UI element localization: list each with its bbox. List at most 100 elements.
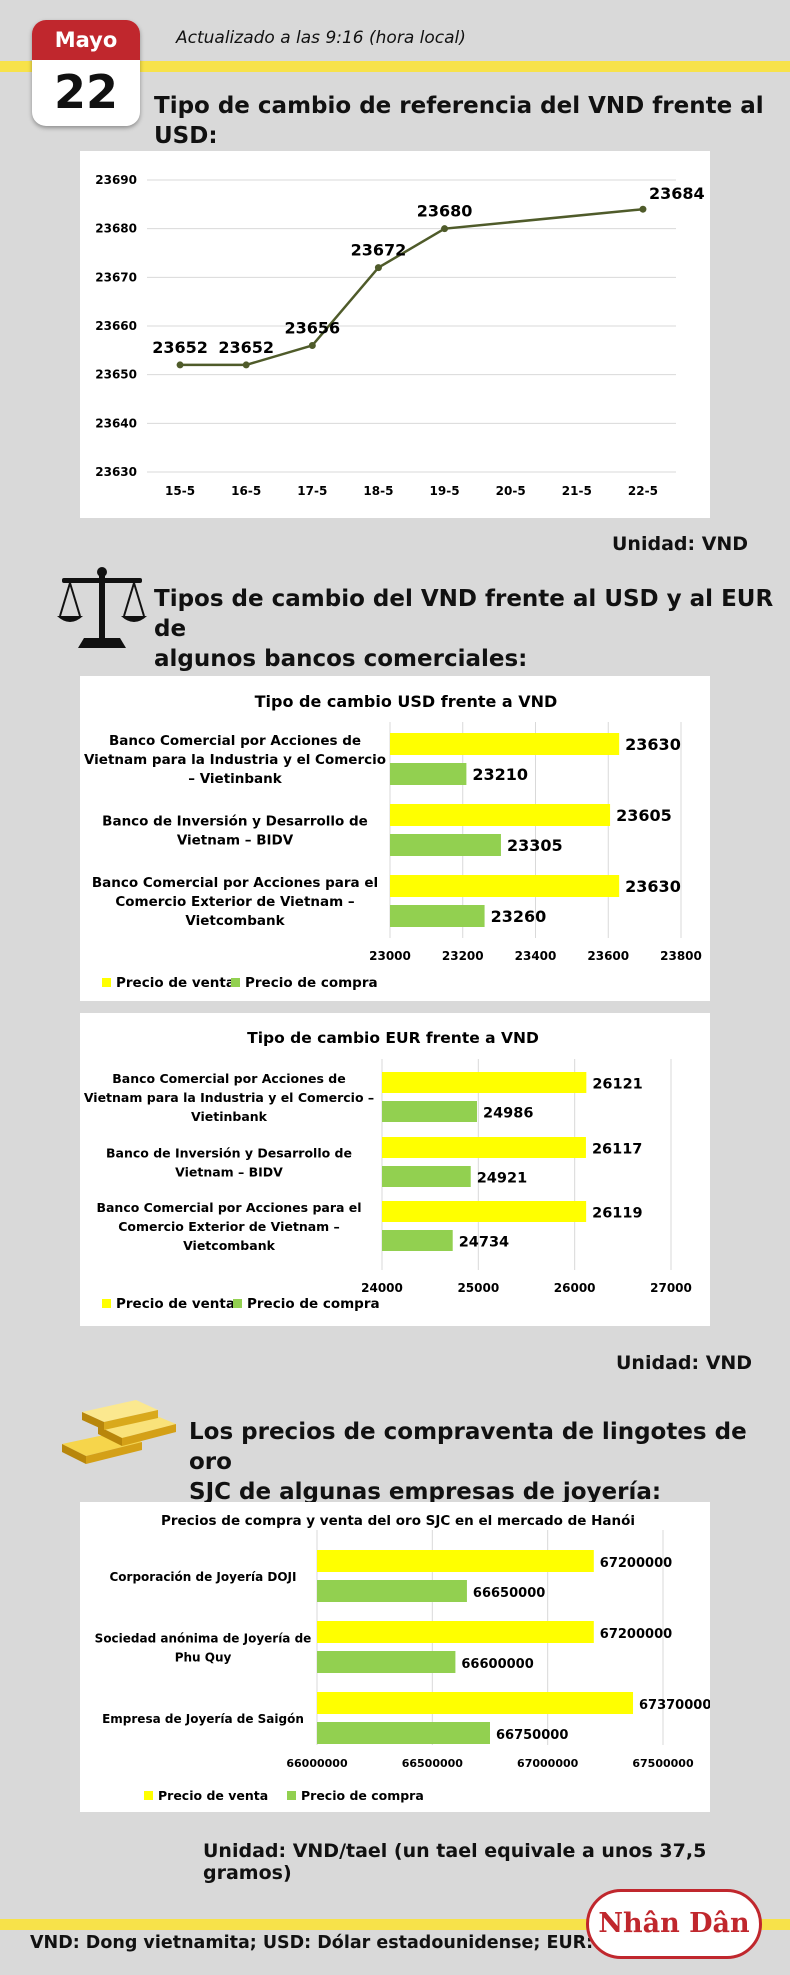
updated-time: Actualizado a las 9:16 (hora local) [176, 28, 466, 48]
legend-label: Precio de compra [245, 975, 378, 991]
footer-legend: VND: Dong vietnamita; USD: Dólar estadou… [30, 1933, 645, 1953]
data-label: 26119 [592, 1206, 642, 1222]
x-tick-label: 22-5 [628, 484, 658, 498]
header-band [0, 61, 790, 72]
x-tick-label: 23800 [660, 949, 702, 963]
data-point [374, 264, 382, 272]
banks-title-line1: Tipos de cambio del VND frente al USD y … [154, 586, 774, 642]
x-tick-label: 21-5 [562, 484, 592, 498]
legend-label: Precio de compra [301, 1788, 424, 1803]
chart-title: Tipo de cambio USD frente a VND [255, 692, 558, 711]
x-tick-label: 66500000 [402, 1757, 464, 1770]
data-label: 66650000 [473, 1586, 545, 1601]
gold-title-line1: Los precios de compraventa de lingotes d… [189, 1419, 747, 1475]
bar [390, 763, 467, 785]
category-label: – Vietinbank [188, 771, 283, 787]
category-label: Vietnam para la Industria y el Comercio … [84, 1090, 374, 1105]
data-label: 67200000 [600, 1556, 672, 1571]
x-tick-label: 19-5 [430, 484, 460, 498]
eur-bank-chart-panel: Tipo de cambio EUR frente a VND 24000 2500… [80, 1013, 710, 1326]
data-point [242, 361, 250, 369]
x-tick-label: 23200 [442, 949, 484, 963]
category-label: Banco Comercial por Acciones para el [92, 875, 378, 891]
data-point [308, 341, 316, 349]
data-label: 66600000 [461, 1657, 533, 1672]
x-tick-label: 26000 [554, 1281, 596, 1295]
bar [382, 1072, 587, 1093]
category-label: Vietcombank [183, 1238, 275, 1253]
x-tick-label: 67000000 [517, 1757, 579, 1770]
bar [390, 905, 485, 927]
logo-text: Nhân Dân [598, 1908, 750, 1939]
x-tick-label: 16-5 [231, 484, 261, 498]
y-tick-label: 23650 [95, 368, 137, 382]
category-label: Banco Comercial por Acciones de [109, 733, 361, 749]
usd-bank-bar-chart: Tipo de cambio USD frente a VND 23000 2320… [84, 692, 702, 991]
category-label: Banco de Inversión y Desarrollo de [106, 1146, 352, 1161]
legend-swatch [287, 1791, 296, 1800]
category-label: Corporación de Joyería DOJI [110, 1570, 297, 1584]
bar [390, 834, 501, 856]
x-tick-label: 23600 [587, 949, 629, 963]
category-label: Vietnam – BIDV [177, 833, 294, 849]
data-label: 24921 [477, 1171, 527, 1187]
x-tick-label: 15-5 [165, 484, 195, 498]
category-label: Vietinbank [191, 1109, 268, 1124]
line-chart-panel: 23630 23640 23650 23660 23670 23680 23690 15-5 1… [80, 151, 710, 518]
footer-band [0, 1919, 790, 1930]
nhan-dan-logo[interactable]: Nhân Dân [586, 1889, 762, 1959]
data-point [441, 225, 449, 233]
gold-chart-panel: Precios de compra y venta del oro SJC en… [80, 1502, 712, 1812]
category-label: Banco Comercial por Acciones de [112, 1071, 345, 1086]
bar [317, 1722, 490, 1744]
y-tick-label: 23630 [95, 465, 137, 479]
data-label: 23605 [616, 806, 672, 825]
usd-reference-line-chart: 23630 23640 23650 23660 23670 23680 23690 15-5 1… [95, 173, 704, 498]
data-label: 67370000 [639, 1698, 710, 1713]
data-label: 23630 [625, 735, 681, 754]
category-label: Phu Quy [175, 1651, 232, 1665]
legend-label: Precio de venta [116, 975, 235, 991]
bar [317, 1621, 594, 1643]
bar [382, 1230, 453, 1251]
chart-title: Tipo de cambio EUR frente a VND [247, 1029, 539, 1047]
y-tick-label: 23690 [95, 173, 137, 187]
y-tick-label: 23640 [95, 416, 137, 430]
gold-bars-icon [58, 1392, 180, 1468]
scale-icon [56, 566, 148, 650]
date-badge: Mayo 22 [32, 20, 140, 126]
x-tick-label: 67500000 [632, 1757, 694, 1770]
category-label: Empresa de Joyería de Saigón [102, 1712, 304, 1726]
data-label: 23652 [152, 338, 208, 357]
data-label: 26117 [592, 1142, 642, 1158]
gold-unit: Unidad: VND/tael (un tael equivale a uno… [203, 1840, 707, 1884]
data-label: 23305 [507, 836, 563, 855]
category-label: Banco Comercial por Acciones para el [96, 1200, 361, 1215]
bar [382, 1101, 477, 1122]
gold-price-bar-chart: Precios de compra y venta del oro SJC en… [95, 1513, 712, 1803]
x-tick-label: 66000000 [286, 1757, 348, 1770]
data-label: 23260 [491, 907, 547, 926]
x-tick-label: 18-5 [363, 484, 393, 498]
y-tick-label: 23660 [95, 319, 137, 333]
date-day: 22 [53, 65, 118, 119]
series-line [180, 207, 644, 367]
legend-swatch [233, 1299, 242, 1308]
data-label: 66750000 [496, 1728, 568, 1743]
legend-swatch [231, 978, 240, 987]
data-label: 24734 [459, 1235, 509, 1251]
page-title: Tipo de cambio de referencia del VND fre… [154, 93, 764, 149]
data-label: 23656 [284, 318, 340, 337]
bar [382, 1137, 586, 1158]
data-label: 23672 [351, 241, 407, 260]
usd-bank-chart-panel: Tipo de cambio USD frente a VND 23000 2320… [80, 676, 710, 1001]
category-label: Vietcombank [185, 913, 285, 929]
legend-label: Precio de venta [158, 1788, 268, 1803]
legend-swatch [102, 1299, 111, 1308]
data-label: 67200000 [600, 1627, 672, 1642]
legend-label: Precio de venta [116, 1296, 235, 1312]
banks-section-title: Tipos de cambio del VND frente al USD y … [154, 584, 790, 674]
bar [390, 804, 611, 826]
data-point [639, 205, 647, 213]
category-label: Vietnam para la Industria y el Comercio [84, 752, 386, 768]
